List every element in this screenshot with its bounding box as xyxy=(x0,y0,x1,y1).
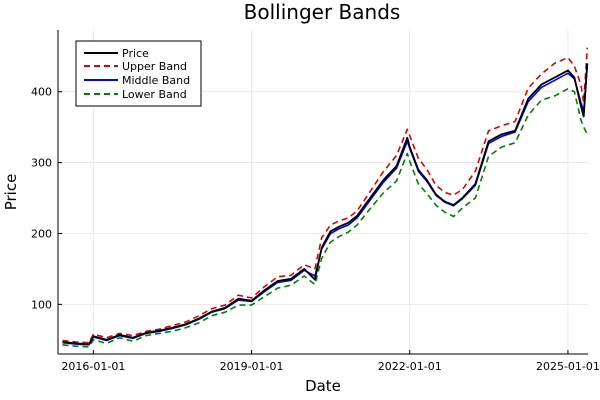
x-tick-label: 2019-01-01 xyxy=(220,360,284,373)
legend: Price Upper Band Middle Band Lower Band xyxy=(75,40,202,107)
chart-title: Bollinger Bands xyxy=(244,0,401,24)
axes-layer xyxy=(57,30,588,355)
legend-box xyxy=(75,40,202,107)
tick-layer: 100 200 300 400 2016-01-01 2019-01-01 2022-01-… xyxy=(31,86,600,373)
y-axis-label: Price xyxy=(2,174,20,211)
series-line-price xyxy=(62,63,589,346)
x-tick-label: 2016-01-01 xyxy=(61,360,125,373)
series-line-lower-band xyxy=(62,88,589,348)
y-tick-label: 200 xyxy=(31,227,52,240)
series-layer xyxy=(62,47,589,348)
y-tick-label: 400 xyxy=(31,86,52,99)
x-tick-label: 2025-01-01 xyxy=(536,360,600,373)
series-line-middle-band xyxy=(62,64,589,346)
legend-label-middle: Middle Band xyxy=(122,74,190,87)
x-axis-label: Date xyxy=(305,377,341,395)
y-tick-label: 300 xyxy=(31,157,52,170)
x-tick-label: 2022-01-01 xyxy=(378,360,442,373)
series-line-upper-band xyxy=(62,47,589,344)
y-tick-label: 100 xyxy=(31,298,52,311)
legend-label-price: Price xyxy=(122,47,149,60)
legend-label-upper: Upper Band xyxy=(122,60,187,73)
legend-label-lower: Lower Band xyxy=(122,88,187,101)
